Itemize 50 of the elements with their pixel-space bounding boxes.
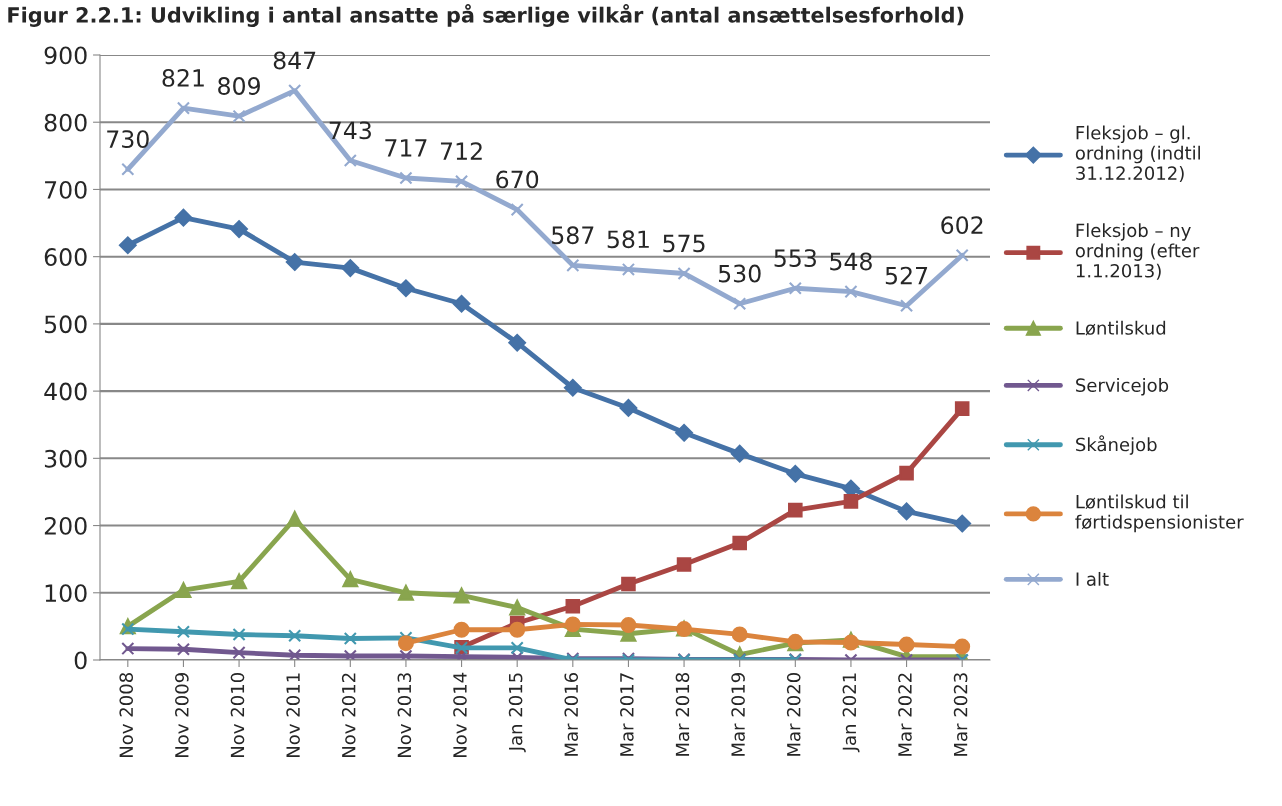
data-label: 553	[774, 249, 816, 268]
data-label: 743	[329, 121, 371, 140]
y-tick-label: 300	[44, 449, 87, 468]
x-tick-label: Nov 2011	[286, 673, 300, 757]
data-label: 730	[107, 130, 149, 149]
data-label: 847	[273, 51, 316, 70]
y-tick-label: 600	[44, 248, 87, 266]
x-tick-label: Nov 2010	[230, 673, 245, 757]
x-tick-label: Nov 2014	[453, 672, 467, 757]
y-tick-label: 700	[45, 180, 87, 199]
chart-title: Figur 2.2.1: Udvikling i antal ansatte på særlige vilkår (antal ansættelsesforhold)	[8, 4, 964, 28]
x-tick-label: Mar 2022	[898, 673, 912, 756]
data-label: 670	[496, 170, 539, 189]
data-label: 712	[440, 142, 482, 160]
x-tick-label: Mar 2019	[731, 673, 745, 756]
x-tick-label: Nov 2008	[119, 673, 134, 757]
data-label: 575	[663, 234, 705, 253]
legend-label: Skånejob	[1076, 435, 1157, 455]
data-label: 581	[607, 230, 649, 249]
legend-label: Servicejob	[1076, 378, 1169, 396]
legend-label: Fleksjob – gl. ordning (indtil 31.12.2012)	[1075, 125, 1200, 183]
data-label: 587	[552, 226, 594, 245]
x-tick-label: Nov 2012	[341, 673, 356, 757]
y-tick-label: 200	[44, 517, 87, 535]
x-tick-label: Mar 2016	[564, 672, 579, 756]
legend-label: Løntilskud til førtidspensionister	[1075, 494, 1244, 533]
y-tick-label: 900	[44, 46, 87, 65]
data-label: 717	[385, 139, 427, 157]
x-tick-label: Nov 2009	[175, 673, 189, 757]
data-label: 602	[941, 216, 983, 235]
x-tick-label: Mar 2017	[620, 673, 634, 756]
legend-label: Fleksjob – ny ordning (efter 1.1.2013)	[1075, 223, 1200, 280]
legend-label: Løntilskud	[1076, 320, 1166, 336]
x-tick-label: Nov 2013	[397, 673, 412, 757]
x-tick-label: Mar 2018	[675, 673, 690, 756]
legend-label: I alt	[1076, 571, 1109, 586]
data-label: 530	[718, 264, 761, 283]
y-tick-label: 800	[44, 113, 87, 132]
x-tick-label: Mar 2023	[953, 673, 968, 756]
x-tick-label: Jan 2021	[842, 673, 860, 753]
data-label: 548	[830, 252, 872, 271]
y-tick-label: 100	[45, 584, 87, 603]
y-tick-label: 400	[44, 382, 87, 401]
data-label: 527	[885, 266, 928, 285]
y-tick-label: 0	[74, 651, 87, 670]
data-label: 809	[218, 77, 260, 95]
x-tick-label: Mar 2020	[786, 673, 801, 756]
data-label: 821	[162, 69, 204, 87]
y-tick-label: 500	[44, 315, 87, 334]
x-tick-label: Jan 2015	[508, 673, 526, 753]
